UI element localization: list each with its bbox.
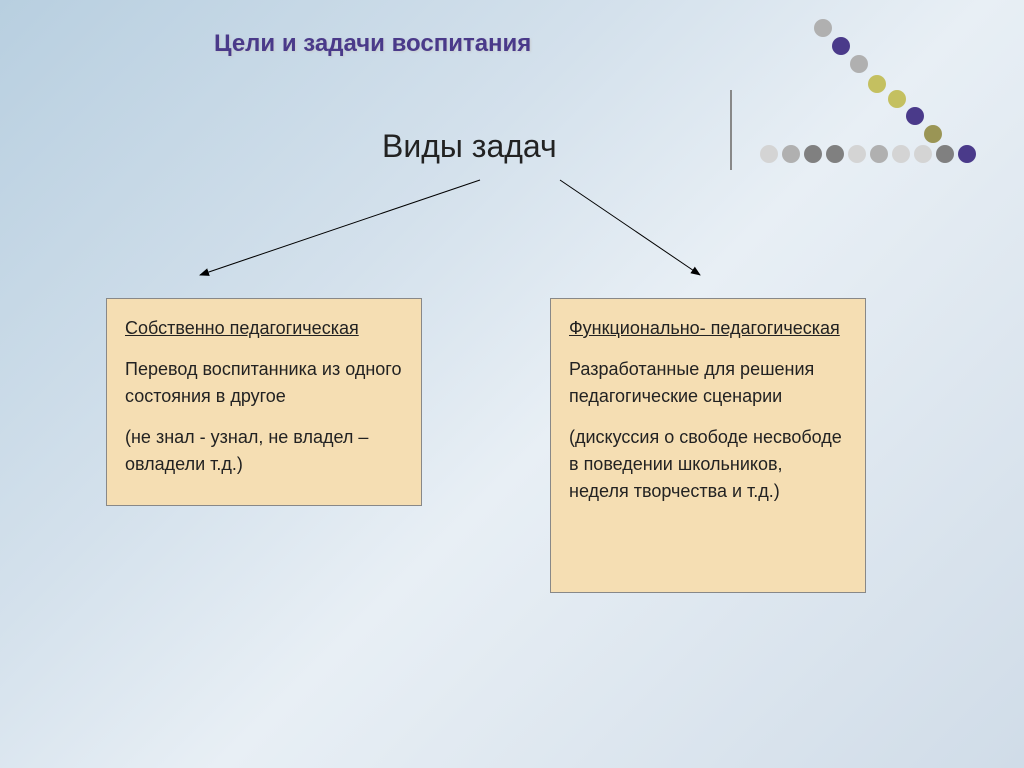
decorative-dot [958,145,976,163]
subtitle: Виды задач [382,128,557,165]
branching-arrows [0,170,1024,310]
decorative-dot [870,145,888,163]
left-box-example: (не знал - узнал, не владел – овладели т… [125,424,403,478]
decorative-dot [868,75,886,93]
left-box-heading: Собственно педагогическая [125,315,403,342]
decorative-dot [814,19,832,37]
right-box-example: (дискуссия о свободе несвободе в поведен… [569,424,847,505]
decorative-dot [906,107,924,125]
right-box-heading: Функционально- педагогическая [569,315,847,342]
right-box: Функционально- педагогическая Разработан… [550,298,866,593]
decorative-dot [782,145,800,163]
decorative-dot [760,145,778,163]
decorative-dot [888,90,906,108]
decorative-dot [826,145,844,163]
decorative-dot [832,37,850,55]
left-box: Собственно педагогическая Перевод воспит… [106,298,422,506]
right-box-body: Разработанные для решения педагогические… [569,356,847,410]
decorative-dot [936,145,954,163]
slide-title: Цели и задачи воспитания [214,30,531,58]
decorative-dot [914,145,932,163]
decorative-dot [850,55,868,73]
decorative-dot [848,145,866,163]
decorative-dot [924,125,942,143]
decorative-dot [892,145,910,163]
decorative-dot [804,145,822,163]
vertical-divider [730,90,732,170]
left-box-body: Перевод воспитанника из одного состояния… [125,356,403,410]
